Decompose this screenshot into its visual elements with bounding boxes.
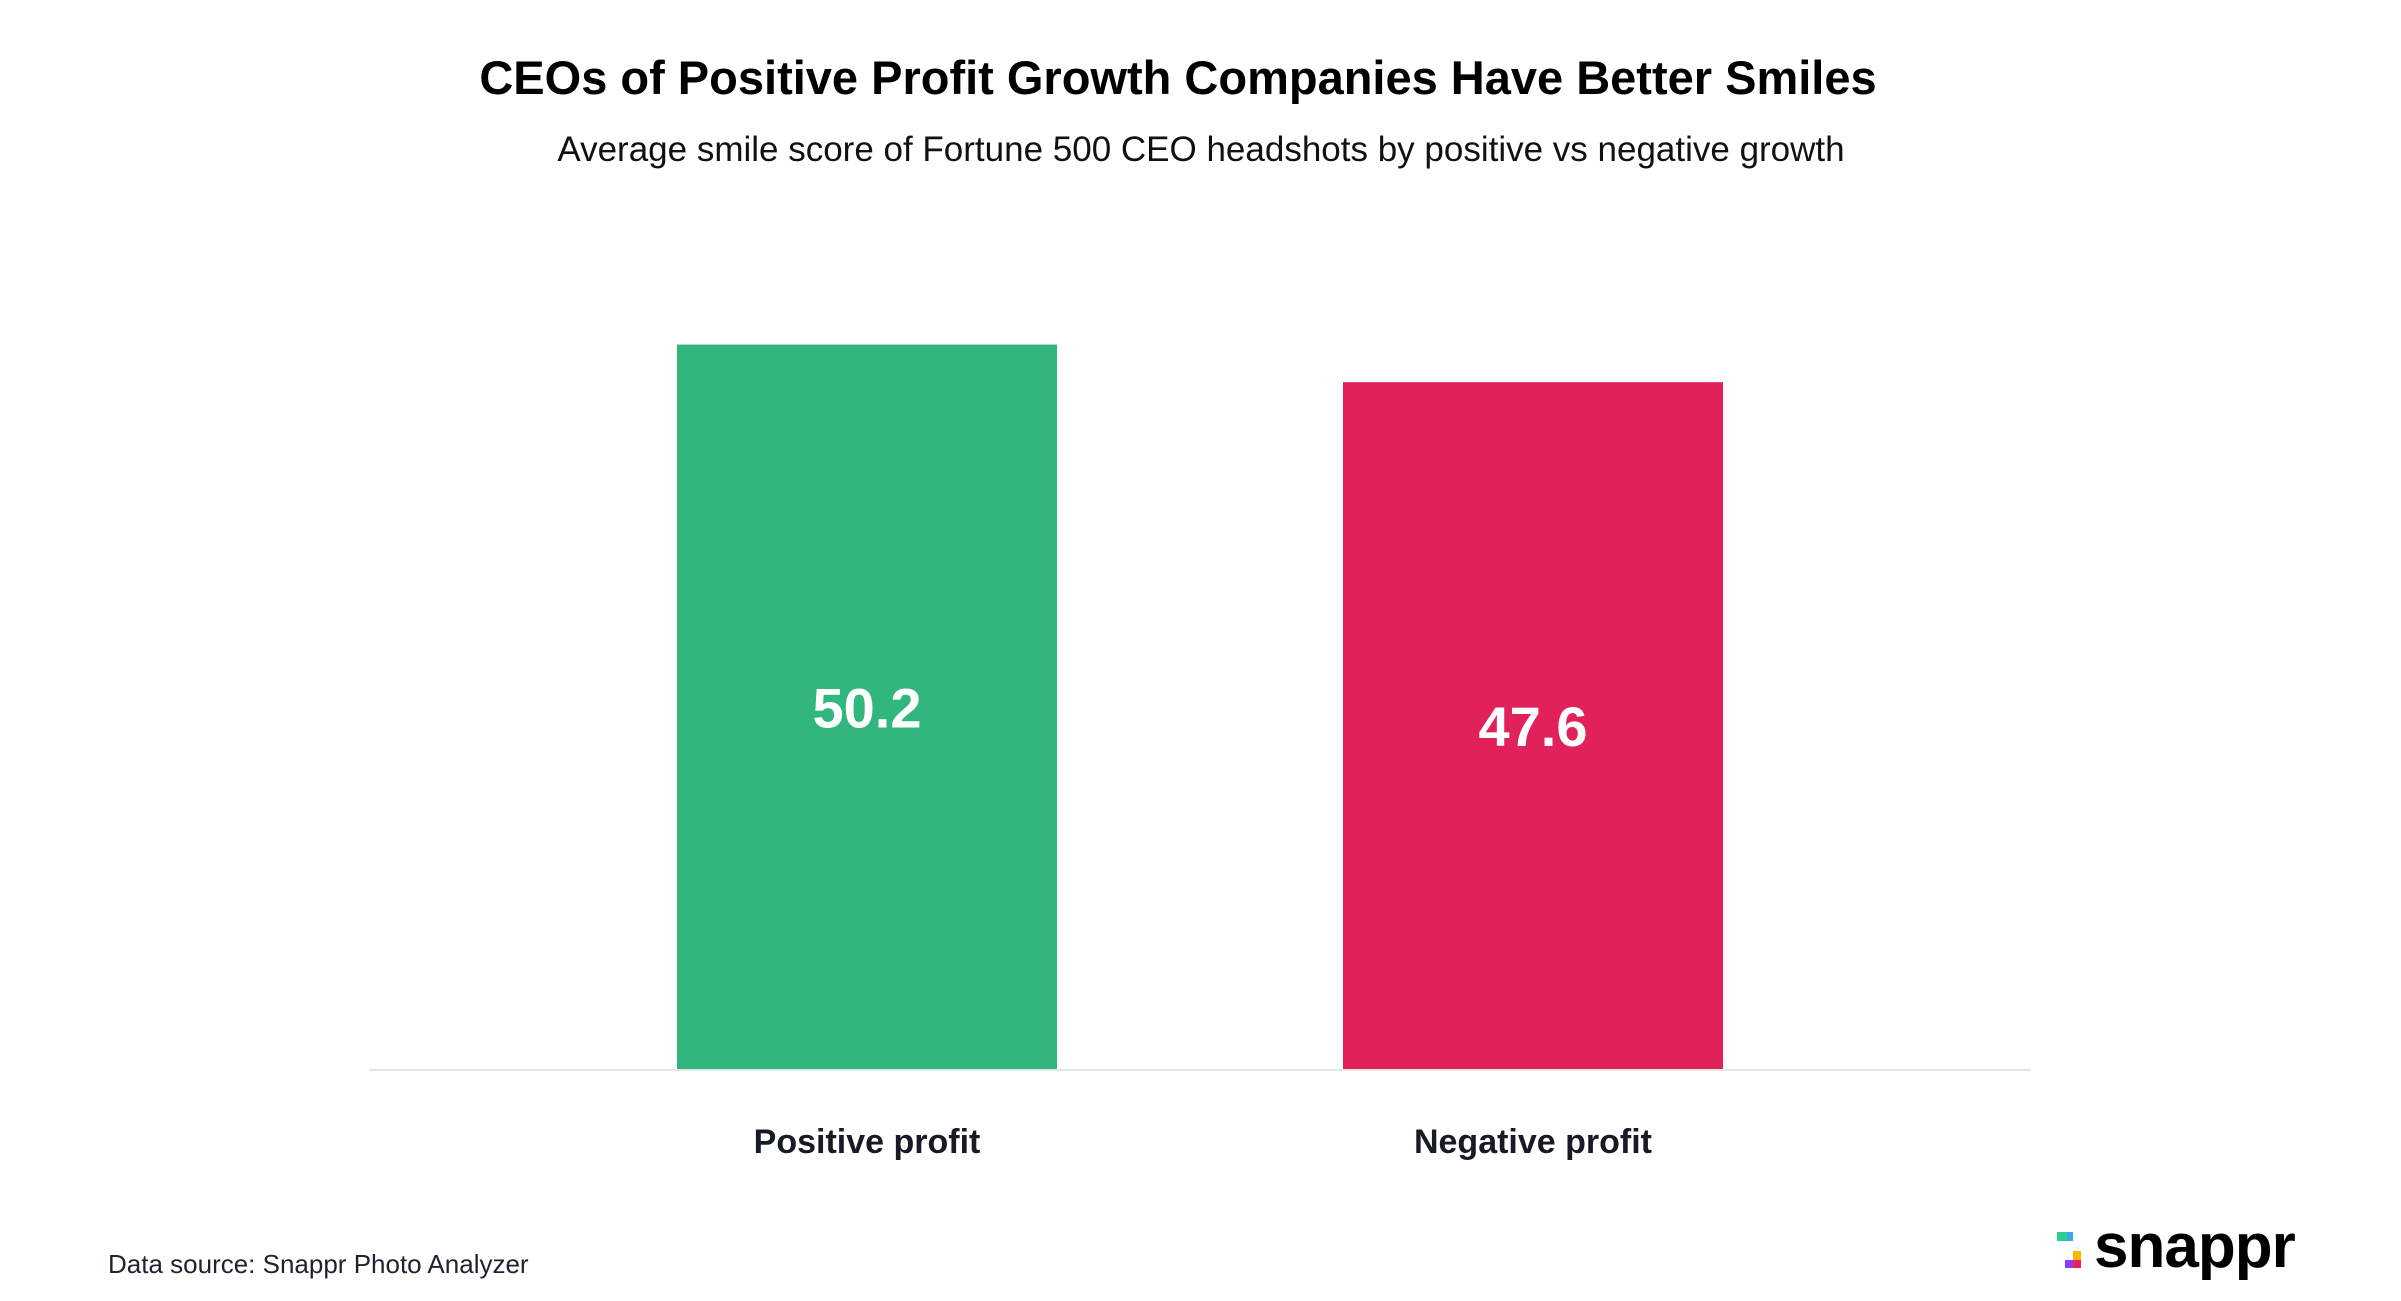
category-label: Positive profit [754, 1123, 981, 1161]
logo-square-blue [2067, 1232, 2073, 1241]
category-label: Negative profit [1414, 1123, 1652, 1161]
logo-square-orange [2073, 1251, 2081, 1260]
snappr-logo: snappr [2052, 1212, 2332, 1286]
bars-group [677, 344, 1723, 1070]
snappr-logo-text: snappr [2094, 1212, 2296, 1281]
bar-positive-profit [677, 344, 1057, 1070]
logo-square-green [2057, 1232, 2067, 1241]
bar-negative-profit [1343, 382, 1723, 1070]
bar-value-label: 50.2 [813, 676, 922, 739]
labels-group: 50.2 Positive profit 47.6 Negative profit [754, 676, 1652, 1161]
chart-subtitle: Average smile score of Fortune 500 CEO h… [557, 130, 1845, 169]
data-source-note: Data source: Snappr Photo Analyzer [108, 1249, 529, 1279]
bar-value-label: 47.6 [1479, 695, 1588, 758]
snappr-logo-mark-icon [2052, 1226, 2088, 1274]
logo-square-pink [2073, 1260, 2081, 1268]
logo-square-purple [2065, 1260, 2073, 1268]
chart-title: CEOs of Positive Profit Growth Companies… [479, 51, 1877, 104]
